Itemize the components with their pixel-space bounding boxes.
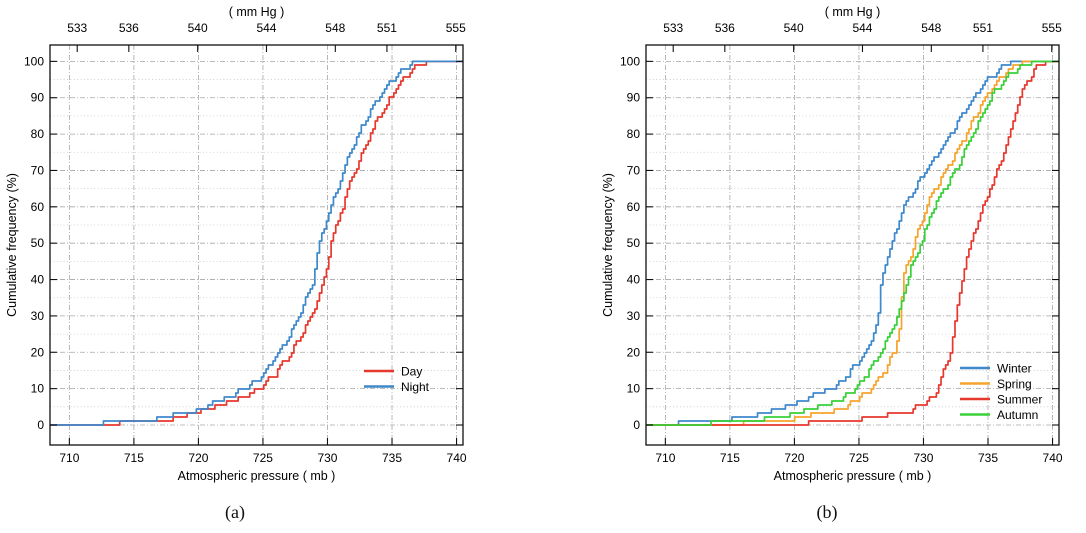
x2-tick-label: 533 <box>67 21 87 35</box>
y-tick-label: 30 <box>31 309 45 323</box>
x-tick-label: 710 <box>59 451 79 465</box>
x-tick-label: 740 <box>1043 451 1063 465</box>
legend-label-summer: Summer <box>997 393 1042 407</box>
x-tick-label: 710 <box>655 451 675 465</box>
x-tick-label: 730 <box>317 451 337 465</box>
caption-b: (b) <box>816 502 838 522</box>
x-tick-label: 725 <box>849 451 869 465</box>
legend-label-night: Night <box>401 380 430 394</box>
y-tick-label: 80 <box>627 127 641 141</box>
y-tick-label: 30 <box>627 309 641 323</box>
axis-ticks <box>646 45 1059 445</box>
y-tick-label: 90 <box>31 91 45 105</box>
y-tick-label: 100 <box>24 54 44 68</box>
y-tick-label: 40 <box>627 273 641 287</box>
y-tick-label: 10 <box>31 382 45 396</box>
x-tick-label: 715 <box>720 451 740 465</box>
x-tick-label: 720 <box>784 451 804 465</box>
x-tick-label: 730 <box>913 451 933 465</box>
legend-label-spring: Spring <box>997 377 1032 391</box>
y-axis-title: Cumulative frequency (%) <box>601 173 615 317</box>
legend-label-day: Day <box>401 365 422 379</box>
y-tick-label: 50 <box>31 236 45 250</box>
axis-ticks <box>50 45 463 445</box>
series-line-winter <box>646 60 1059 426</box>
x2-tick-label: 555 <box>446 21 466 35</box>
series-line-autumn <box>646 60 1059 426</box>
x-tick-label: 725 <box>253 451 273 465</box>
y-tick-label: 0 <box>633 418 640 432</box>
x2-tick-label: 536 <box>715 21 735 35</box>
grid-major-horizontal <box>646 60 1059 426</box>
legend-label-autumn: Autumn <box>997 408 1038 422</box>
x2-axis-title: ( mm Hg ) <box>229 5 285 19</box>
x-axis-title: Atmospheric pressure ( mb ) <box>178 469 336 483</box>
series-line-spring <box>646 60 1059 426</box>
x2-tick-label: 540 <box>784 21 804 35</box>
x2-tick-label: 536 <box>119 21 139 35</box>
x-tick-label: 735 <box>382 451 402 465</box>
chart-b: 0 10 20 30 40 50 60 70 80 90 100 710 715 720 725 730 735… <box>601 5 1063 483</box>
y-tick-label: 40 <box>31 273 45 287</box>
x2-tick-label: 551 <box>377 21 397 35</box>
chart-a: 0 10 20 30 40 50 60 70 80 90 100 710 715 720 725 730 735… <box>5 5 467 483</box>
x2-tick-label: 544 <box>852 21 872 35</box>
x-tick-label: 720 <box>188 451 208 465</box>
y-tick-label: 80 <box>31 127 45 141</box>
x2-tick-label: 544 <box>256 21 276 35</box>
y-tick-label: 20 <box>627 345 641 359</box>
grid-minor-horizontal <box>50 79 463 408</box>
grid-major-vertical <box>664 45 1053 445</box>
x2-tick-label: 548 <box>325 21 345 35</box>
caption-a: (a) <box>225 502 245 522</box>
x-tick-label: 740 <box>447 451 467 465</box>
x2-tick-label: 540 <box>188 21 208 35</box>
x2-tick-label: 533 <box>663 21 683 35</box>
y-tick-label: 60 <box>627 200 641 214</box>
x2-tick-label: 548 <box>921 21 941 35</box>
series-line-summer <box>646 60 1059 426</box>
plot-border <box>49 44 464 446</box>
x2-tick-label: 555 <box>1042 21 1062 35</box>
legend-label-winter: Winter <box>997 362 1032 376</box>
y-tick-label: 20 <box>31 345 45 359</box>
x-tick-label: 735 <box>978 451 998 465</box>
y-tick-label: 60 <box>31 200 45 214</box>
x-axis-title: Atmospheric pressure ( mb ) <box>774 469 932 483</box>
y-tick-label: 50 <box>627 236 641 250</box>
y-tick-label: 90 <box>627 91 641 105</box>
y-tick-label: 70 <box>627 163 641 177</box>
series-line-day <box>50 60 463 426</box>
y-tick-label: 70 <box>31 163 45 177</box>
y-tick-label: 0 <box>37 418 44 432</box>
y-tick-label: 100 <box>620 54 640 68</box>
x-tick-label: 715 <box>124 451 144 465</box>
grid-minor-horizontal <box>646 79 1059 408</box>
x2-tick-label: 551 <box>973 21 993 35</box>
x2-axis-title: ( mm Hg ) <box>825 5 881 19</box>
grid-major-vertical <box>68 45 457 445</box>
series-line-night <box>50 60 463 426</box>
y-axis-title: Cumulative frequency (%) <box>5 173 19 317</box>
plot-border <box>645 44 1060 446</box>
y-tick-label: 10 <box>627 382 641 396</box>
